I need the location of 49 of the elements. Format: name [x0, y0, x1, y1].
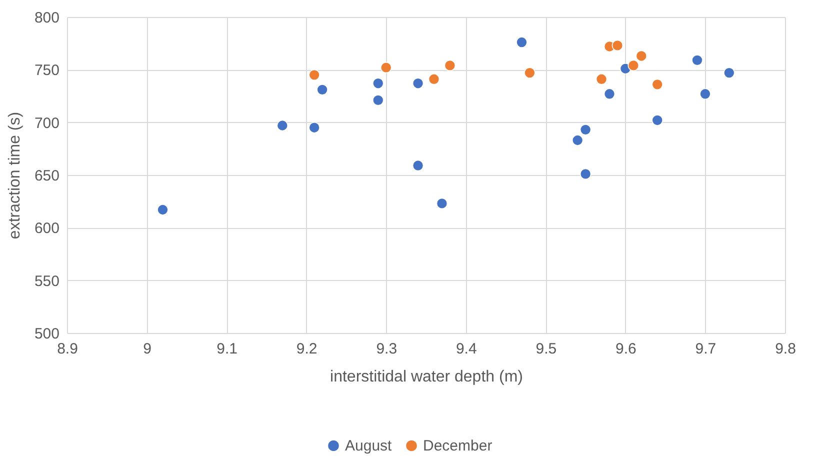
point — [724, 67, 735, 78]
y-tick-label: 550 — [34, 272, 60, 290]
x-tick-label: 9.7 — [695, 340, 716, 358]
y-tick-label: 800 — [34, 10, 60, 26]
legend-label: August — [345, 438, 393, 455]
point — [308, 69, 320, 81]
point — [572, 134, 584, 146]
x-tick-label: 9.2 — [296, 340, 318, 358]
point — [428, 74, 440, 85]
point — [652, 78, 663, 90]
x-tick-label: 9.4 — [456, 340, 477, 358]
point — [604, 88, 616, 100]
point — [308, 122, 320, 134]
x-axis-title: interstitidal water depth (m) — [330, 368, 523, 386]
point — [580, 168, 592, 180]
point — [580, 124, 592, 136]
point — [636, 50, 648, 62]
legend-label: December — [423, 438, 492, 455]
point — [157, 204, 168, 216]
y-axis-title: extraction time (s) — [6, 112, 24, 240]
x-tick-label: 9.8 — [775, 340, 796, 358]
y-tick-label: 500 — [34, 326, 60, 342]
point — [444, 60, 456, 72]
point — [612, 40, 624, 52]
y-tick-label: 700 — [34, 114, 60, 132]
x-tick-label: 9.3 — [376, 340, 398, 358]
point — [596, 74, 608, 85]
point — [380, 62, 392, 74]
x-tick-label: 9 — [143, 340, 152, 358]
point — [276, 120, 288, 132]
y-tick-label: 600 — [34, 220, 60, 238]
point — [652, 114, 663, 126]
point — [692, 54, 703, 66]
x-tick-label: 9.1 — [216, 340, 238, 358]
point — [316, 84, 328, 96]
x-tick-label: 9.5 — [536, 340, 557, 358]
point — [524, 67, 536, 78]
x-tick-label: 9.6 — [616, 340, 636, 358]
point — [412, 78, 424, 89]
point — [700, 88, 711, 100]
y-tick-label: 650 — [34, 168, 60, 184]
point — [412, 160, 424, 172]
y-tick-label: 750 — [34, 62, 60, 80]
point — [372, 94, 384, 106]
point — [628, 60, 640, 72]
point — [372, 78, 384, 89]
x-tick-label: 8.9 — [57, 340, 78, 358]
point — [436, 198, 448, 210]
point — [516, 36, 528, 48]
